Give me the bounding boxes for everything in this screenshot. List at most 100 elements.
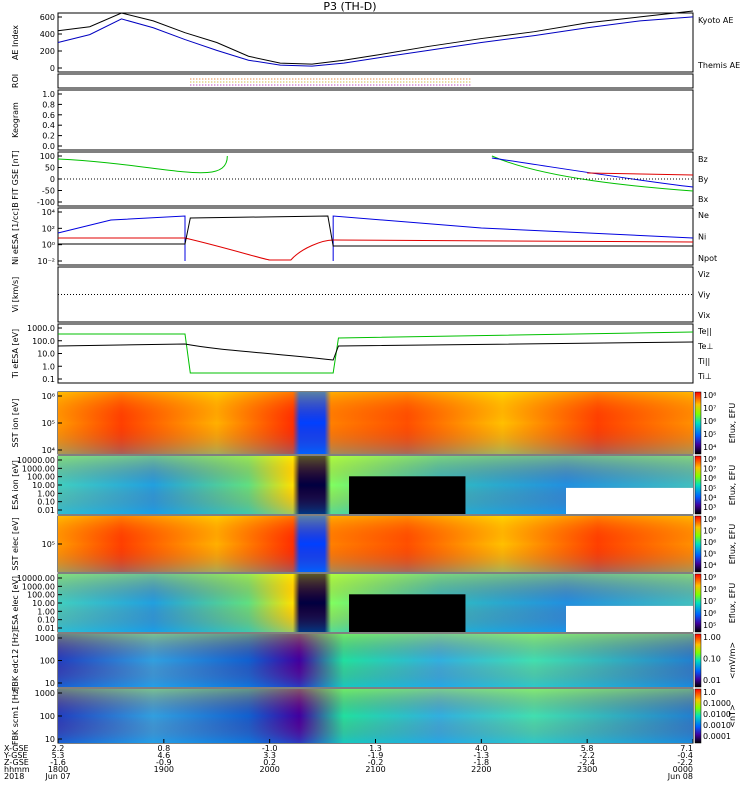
ytick-spec1-0: 10⁶: [42, 392, 55, 401]
colorbar-tick-spec2-3: 10⁵: [703, 484, 716, 493]
ylabel-spec1: SST ion [eV]: [11, 399, 20, 448]
ytick-density-2: 10⁰: [42, 241, 55, 250]
colorbar-tick-spec3-0: 10⁸: [703, 515, 716, 524]
colorbar-tick-fbk2-3: 0.0010: [703, 721, 731, 730]
series-ni: [58, 215, 693, 247]
ytick-spec2-0: 10000.00: [17, 456, 55, 465]
panel-frame-temperature: [57, 323, 694, 384]
xtick-0-4: Jun 07: [44, 772, 70, 781]
ytick-spec1-2: 10⁴: [42, 446, 55, 455]
ytick-spec4-3: 10.00: [32, 599, 55, 608]
xtick-3-2: -0.2: [368, 758, 384, 767]
ytick-keogram-0: 1.0: [42, 90, 55, 99]
xtick-5-0: 5.8: [581, 744, 594, 753]
series-by-a: [57, 155, 228, 174]
legend-ae-0: Kyoto AE: [698, 16, 733, 25]
ytick-temperature-1: 100.0: [32, 337, 55, 346]
xaxis-row-label-1: Y-GSE: [3, 751, 27, 760]
ytick-spec4-0: 10000.00: [17, 574, 55, 583]
xtick-2-2: 0.2: [263, 758, 276, 767]
xtick-6-2: -2.2: [677, 758, 693, 767]
colorbar-tick-spec1-2: 10⁶: [703, 417, 716, 426]
ytick-spec2-6: 0.01: [37, 506, 55, 515]
colorbar-tick-spec4-1: 10⁸: [703, 585, 716, 594]
colorbar-tick-spec3-2: 10⁶: [703, 538, 716, 547]
colorbar-fbk2: [694, 688, 702, 744]
ylabel-spec2: ESA ion [eV]: [11, 460, 20, 510]
colorbar-spec1: [694, 391, 702, 455]
ylabel-velocity: Vi [km/s]: [11, 277, 20, 313]
ytick-bfield-1: 50: [45, 164, 55, 173]
ylabel-density: Ni eESA [1/cc]: [11, 208, 20, 265]
colorbar-tick-spec4-2: 10⁷: [703, 597, 716, 606]
colorbar-tick-fbk2-2: 0.0100: [703, 710, 731, 719]
ytick-density-3: 10⁻²: [37, 257, 55, 266]
ytick-fbk1-2: 10: [45, 679, 55, 688]
xtick-4-2: -1.8: [474, 758, 490, 767]
plot-title: P3 (TH-D): [323, 0, 376, 13]
series-bz: [587, 172, 694, 176]
legend-density-1: Ni: [698, 233, 706, 242]
ytick-keogram-4: 0.2: [42, 132, 55, 141]
colorbar-tick-fbk2-0: 1.0: [703, 688, 716, 697]
colorbar-spec2: [694, 455, 702, 515]
xtick-0-1: 5.3: [52, 751, 65, 760]
ytick-fbk1-0: 1000: [35, 634, 55, 643]
xtick-5-1: -2.2: [579, 751, 595, 760]
ytick-spec2-4: 1.00: [37, 489, 55, 498]
ytick-fbk1-1: 100: [40, 657, 55, 666]
data-gap: [349, 594, 466, 632]
colorbar-tick-spec4-4: 10⁵: [703, 621, 716, 630]
xtick-4-1: -1.3: [474, 751, 490, 760]
colorbar-tick-fbk1-2: 0.01: [703, 676, 721, 685]
xtick-3-1: -1.9: [368, 751, 384, 760]
colorbar-tick-spec2-0: 10⁸: [703, 455, 716, 464]
legend-bfield-0: Bz: [698, 155, 708, 164]
ytick-fbk2-1: 100: [40, 712, 55, 721]
ytick-ae-2: 200: [40, 47, 55, 56]
ytick-keogram-3: 0.4: [42, 121, 55, 130]
panel-frame-velocity: [57, 266, 694, 323]
ytick-temperature-2: 10.0: [37, 350, 55, 359]
legend-density-0: Ne: [698, 211, 709, 220]
colorbar-label-fbk2: <nT>: [728, 704, 737, 727]
ytick-bfield-3: -50: [42, 187, 55, 196]
data-gap: [349, 476, 466, 514]
legend-ae-1: Themis AE: [697, 61, 740, 70]
spectrogram-shading-fbk2: [58, 689, 693, 743]
colorbar-tick-spec2-4: 10⁴: [703, 493, 716, 502]
ytick-spec4-1: 1000.00: [22, 582, 55, 591]
ylabel-bfield: B FIT GSE [nT]: [11, 150, 20, 208]
ytick-spec4-2: 100.00: [27, 591, 55, 600]
xtick-0-2: -1.6: [50, 758, 66, 767]
xtick-5-2: -2.4: [579, 758, 595, 767]
spectrogram-shading-spec3: [58, 516, 693, 572]
ytick-ae-1: 400: [40, 30, 55, 39]
colorbar-label-fbk1: <mV/m>: [728, 642, 737, 679]
colorbar-tick-spec4-3: 10⁶: [703, 609, 716, 618]
ytick-spec2-2: 100.00: [27, 473, 55, 482]
ytick-density-0: 10⁴: [42, 208, 55, 217]
ylabel-ae: AE Index: [11, 25, 20, 60]
xaxis-row-label-0: X-GSE: [4, 744, 29, 753]
series-ti-par: [58, 331, 694, 374]
xtick-3-0: 1.3: [369, 744, 382, 753]
ylabel-fbk1: FBK edc12 [Hz]: [11, 630, 20, 691]
colorbar-tick-spec3-3: 10⁵: [703, 550, 716, 559]
ytick-fbk2-0: 1000: [35, 689, 55, 698]
colorbar-tick-spec1-1: 10⁷: [703, 404, 716, 413]
xtick-6-3: 0000: [673, 765, 693, 774]
panel-frame-roi: [57, 73, 694, 89]
xtick-4-3: 2200: [471, 765, 491, 774]
ylabel-fbk2: FBK scm1 [Hz]: [11, 687, 20, 745]
xtick-5-3: 2300: [577, 765, 597, 774]
colorbar-tick-spec4-0: 10⁹: [703, 573, 716, 582]
legend-density-2: Npot: [698, 254, 717, 263]
ylabel-temperature: Ti eESA [eV]: [11, 329, 20, 379]
xtick-0-0: 2.2: [52, 744, 65, 753]
no-data-region: [566, 605, 693, 632]
colorbar-label-spec3: Eflux, EFU: [728, 524, 737, 565]
colorbar-tick-spec2-2: 10⁶: [703, 474, 716, 483]
xtick-0-3: 1800: [48, 765, 68, 774]
